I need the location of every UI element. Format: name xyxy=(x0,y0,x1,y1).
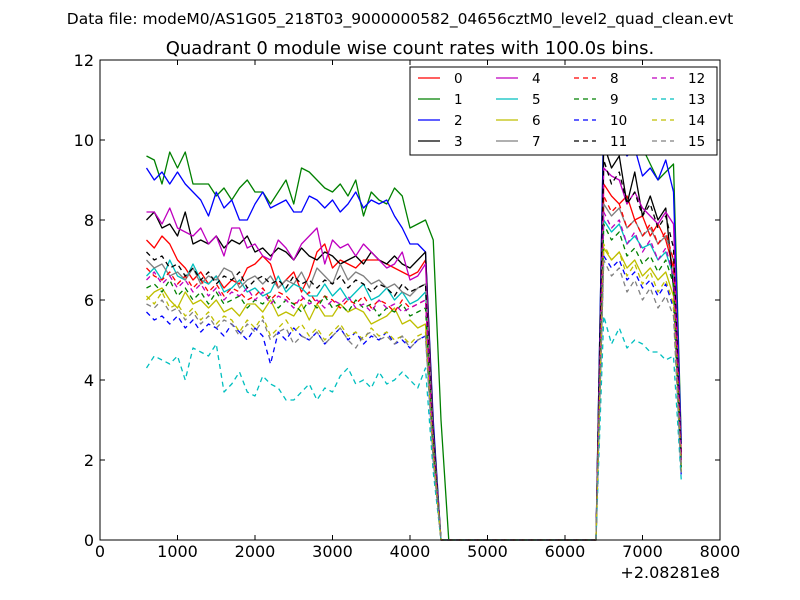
y-tick-label: 4 xyxy=(84,371,94,390)
legend-label-6: 6 xyxy=(532,113,541,129)
legend-box xyxy=(409,66,718,156)
chart-title: Quadrant 0 module wise count rates with … xyxy=(166,38,655,59)
file-title: Data file: modeM0/AS1G05_218T03_90000005… xyxy=(67,10,733,29)
legend-label-1: 1 xyxy=(454,92,463,108)
series-line-14 xyxy=(146,243,682,541)
legend-label-2: 2 xyxy=(454,113,463,129)
series-line-9 xyxy=(146,223,682,541)
y-tick-label: 8 xyxy=(84,211,94,230)
legend-label-5: 5 xyxy=(532,92,541,108)
axes-layer: 0 1000 2000 3000 4000 5000 6000 7000 80000246810… xyxy=(74,51,741,561)
legend-label-14: 14 xyxy=(688,113,705,129)
x-offset-label: +2.08281e8 xyxy=(620,563,720,582)
x-tick-label: 4000 xyxy=(390,542,431,561)
y-tick-label: 6 xyxy=(84,291,94,310)
x-tick-label: 8000 xyxy=(700,542,741,561)
y-tick-label: 2 xyxy=(84,451,94,470)
legend-label-12: 12 xyxy=(688,71,705,87)
x-tick-label: 7000 xyxy=(622,542,663,561)
series-line-15 xyxy=(146,259,682,541)
legend-label-13: 13 xyxy=(688,92,705,108)
x-tick-label: 6000 xyxy=(545,542,586,561)
legend-label-3: 3 xyxy=(454,134,463,150)
legend-label-0: 0 xyxy=(454,71,463,87)
legend-label-10: 10 xyxy=(610,113,627,129)
y-tick-label: 12 xyxy=(74,51,94,70)
legend-label-9: 9 xyxy=(610,92,619,108)
x-tick-label: 3000 xyxy=(312,542,353,561)
legend-label-11: 11 xyxy=(610,134,627,150)
y-tick-label: 10 xyxy=(74,131,94,150)
x-tick-label: 2000 xyxy=(235,542,276,561)
x-tick-label: 0 xyxy=(95,542,105,561)
y-tick-label: 0 xyxy=(84,531,94,550)
x-tick-label: 1000 xyxy=(157,542,198,561)
legend-label-4: 4 xyxy=(532,71,541,87)
legend-label-7: 7 xyxy=(532,134,541,150)
x-tick-label: 5000 xyxy=(467,542,508,561)
legend-label-8: 8 xyxy=(610,71,619,87)
legend-label-15: 15 xyxy=(688,134,705,150)
